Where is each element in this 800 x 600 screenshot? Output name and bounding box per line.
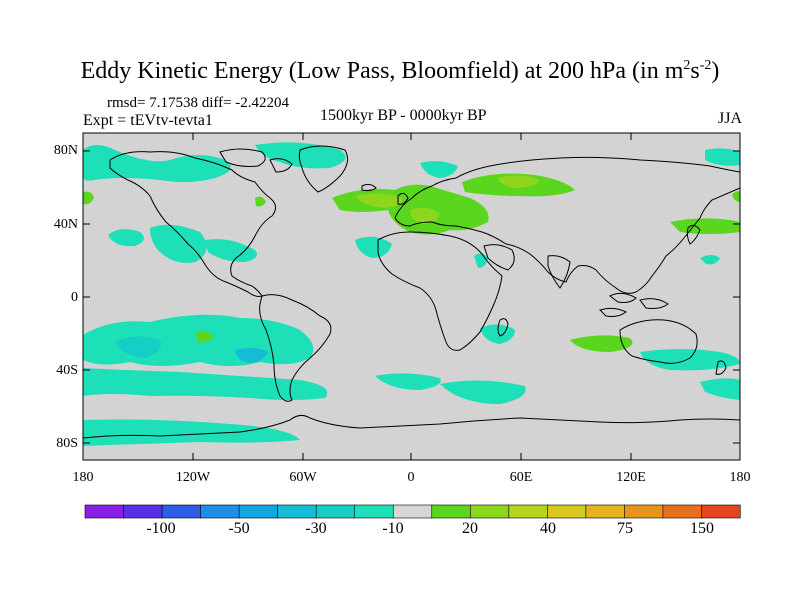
lat-label-40s: 40S	[56, 363, 78, 378]
lon-label-180e: 180	[729, 470, 751, 485]
colorbar-label: -10	[382, 520, 404, 537]
neg-region-west-africa	[355, 236, 392, 258]
pos-region-north-atlantic-core	[355, 193, 403, 208]
pos-region-atlantic-west-edge	[83, 191, 94, 205]
colorbar-swatch	[624, 504, 664, 519]
colorbar-swatch	[585, 504, 626, 519]
colorbar-swatch	[238, 504, 279, 519]
neg-region-greenland-sea	[255, 142, 346, 169]
coastline-south-america	[259, 294, 332, 402]
neg-region-antarctic-coast	[83, 419, 300, 446]
colorbar-swatch	[277, 504, 317, 519]
colorbar-swatch	[161, 504, 202, 519]
colorbar-swatch	[662, 504, 703, 519]
plot-title: Eddy Kinetic Energy (Low Pass, Bloomfiel…	[80, 58, 720, 84]
coastlines	[82, 145, 741, 439]
coastline-japan	[686, 224, 701, 245]
lon-label-0: 0	[407, 470, 415, 485]
colorbar-swatch	[508, 504, 548, 519]
neg-region-npacific-mid	[108, 229, 144, 247]
coastline-iceland	[361, 183, 377, 192]
colorbar-swatch	[431, 504, 471, 519]
coastline-greenland	[298, 145, 349, 193]
neg-region-npacific-north	[83, 145, 231, 183]
colorbar-swatch	[392, 504, 433, 519]
pos-region-east-edge	[732, 191, 740, 202]
coastline-north-america	[109, 151, 276, 297]
neg-region-indian-south	[440, 380, 526, 404]
colorbar-label: 20	[462, 520, 478, 537]
season-label: JJA	[717, 110, 742, 127]
colorbar-swatch	[84, 504, 125, 519]
axis-ticks	[82, 133, 741, 460]
lat-label-80s: 80S	[56, 436, 78, 451]
experiment-label: Expt = tEVtv-tevta1	[83, 112, 213, 129]
neg-region-tasman	[640, 349, 740, 371]
colorbar-label: 150	[690, 520, 714, 537]
lon-label-120e: 120E	[616, 470, 646, 485]
lat-label-80n: 80N	[53, 143, 78, 158]
colorbar	[84, 504, 741, 519]
lon-label-60e: 60E	[509, 470, 533, 485]
coastline-antarctica	[82, 414, 741, 439]
lon-label-60w: 60W	[289, 470, 317, 485]
colorbar-label: -50	[228, 520, 250, 537]
neg-region-spac-blue	[235, 347, 268, 363]
pos-region-indian-ocean	[570, 335, 633, 352]
colorbar-swatch	[701, 504, 741, 519]
neg-region-namerica-west	[150, 224, 207, 263]
neg-region-baltic	[420, 161, 458, 178]
stats-line: rmsd= 7.17538 diff= -2.42204	[107, 95, 290, 111]
coastline-new-zealand	[715, 360, 727, 375]
coastline-arabia	[483, 244, 515, 271]
colorbar-swatch	[547, 504, 587, 519]
coastline-uk	[397, 192, 409, 205]
neg-region-se-pacific	[700, 378, 740, 400]
colorbar-label: -100	[146, 520, 176, 537]
colorbar-label: -30	[305, 520, 327, 537]
neg-region-atlantic-west	[205, 239, 258, 262]
period-label: 1500kyr BP - 0000kyr BP	[320, 107, 487, 124]
neg-region-south-atlantic	[375, 373, 441, 390]
colorbar-swatch	[354, 504, 394, 519]
coastline-madagascar	[497, 318, 509, 337]
coastline-australia	[619, 319, 698, 364]
pos-region-europe-core	[410, 207, 440, 224]
coastline-se-asia	[599, 292, 669, 317]
colorbar-swatch	[315, 504, 356, 519]
colorbar-swatch	[469, 504, 510, 519]
lon-label-180w: 180	[72, 470, 94, 485]
lat-label-40n: 40N	[53, 217, 78, 232]
coastline-africa	[377, 231, 503, 351]
coastline-india	[547, 255, 571, 289]
neg-region-pacific-east	[700, 255, 720, 265]
neg-region-southern-ocean	[83, 368, 328, 400]
lat-label-0: 0	[71, 290, 78, 305]
pos-region-npacific-east	[670, 218, 740, 234]
neg-region-east-siberia	[705, 148, 740, 166]
lon-label-120w: 120W	[175, 470, 211, 485]
anomaly-fills	[83, 142, 740, 446]
colorbar-swatch	[200, 504, 240, 519]
coastline-arctic-islands	[219, 148, 293, 173]
colorbar-label: 75	[617, 520, 633, 537]
coastline-eurasia	[394, 156, 741, 294]
neg-region-spac-cyan	[115, 336, 161, 358]
pos-region-siberia-core	[498, 175, 540, 188]
pos-region-greenland-small	[255, 196, 266, 207]
colorbar-label: 40	[540, 520, 556, 537]
colorbar-swatch	[123, 504, 163, 519]
pos-region-southamerica-small	[195, 331, 214, 343]
